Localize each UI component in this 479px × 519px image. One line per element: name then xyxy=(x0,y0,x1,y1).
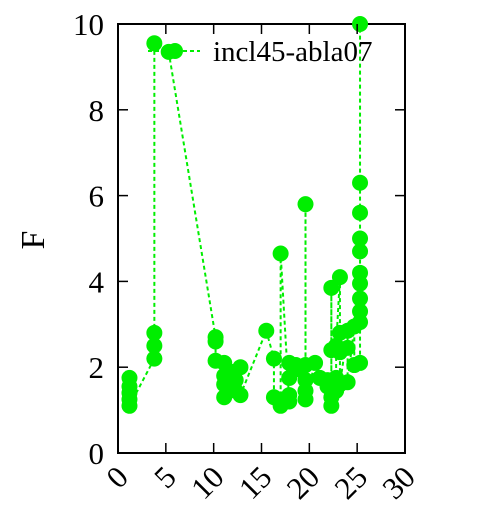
y-tick-label: 2 xyxy=(89,350,105,385)
y-axis-title: F xyxy=(15,231,52,250)
data-point xyxy=(352,174,369,191)
data-point xyxy=(352,264,369,281)
data-point xyxy=(352,243,369,260)
data-point xyxy=(146,350,163,367)
series-layer xyxy=(121,16,369,414)
data-point xyxy=(331,269,348,286)
data-point xyxy=(307,354,324,371)
data-point xyxy=(258,322,275,339)
y-tick-label: 4 xyxy=(89,264,105,299)
legend-marker xyxy=(167,43,183,59)
data-point xyxy=(323,397,340,414)
x-tick-label: 30 xyxy=(375,459,422,506)
data-point xyxy=(121,397,138,414)
data-point xyxy=(323,279,340,296)
x-tick-label: 15 xyxy=(232,459,279,506)
x-tick-label: 0 xyxy=(99,459,135,495)
y-tick-label: 6 xyxy=(89,179,105,214)
legend: incl45-abla07 xyxy=(148,36,372,68)
data-point xyxy=(352,303,369,320)
data-point xyxy=(339,339,356,356)
data-point xyxy=(207,333,224,350)
data-point xyxy=(265,350,282,367)
x-tick-label: 10 xyxy=(184,459,231,506)
y-tick-label: 0 xyxy=(89,436,105,471)
data-point xyxy=(297,391,314,408)
data-point xyxy=(146,337,163,354)
data-point xyxy=(281,387,298,404)
data-point xyxy=(227,372,244,389)
x-tick-label: 25 xyxy=(327,459,374,506)
y-tick-label: 10 xyxy=(73,7,104,42)
data-point xyxy=(352,230,369,247)
legend-label: incl45-abla07 xyxy=(213,36,372,68)
data-point xyxy=(146,324,163,341)
data-point xyxy=(272,245,289,262)
data-point xyxy=(352,290,369,307)
x-tick-label: 20 xyxy=(280,459,327,506)
data-point xyxy=(146,35,163,52)
data-point xyxy=(352,354,369,371)
data-point xyxy=(339,374,356,391)
x-tick-label: 5 xyxy=(147,459,183,495)
data-point xyxy=(297,196,314,213)
y-tick-label: 8 xyxy=(89,93,105,128)
data-point xyxy=(232,387,249,404)
data-point xyxy=(352,204,369,221)
data-point xyxy=(232,359,249,376)
data-point xyxy=(352,16,369,32)
